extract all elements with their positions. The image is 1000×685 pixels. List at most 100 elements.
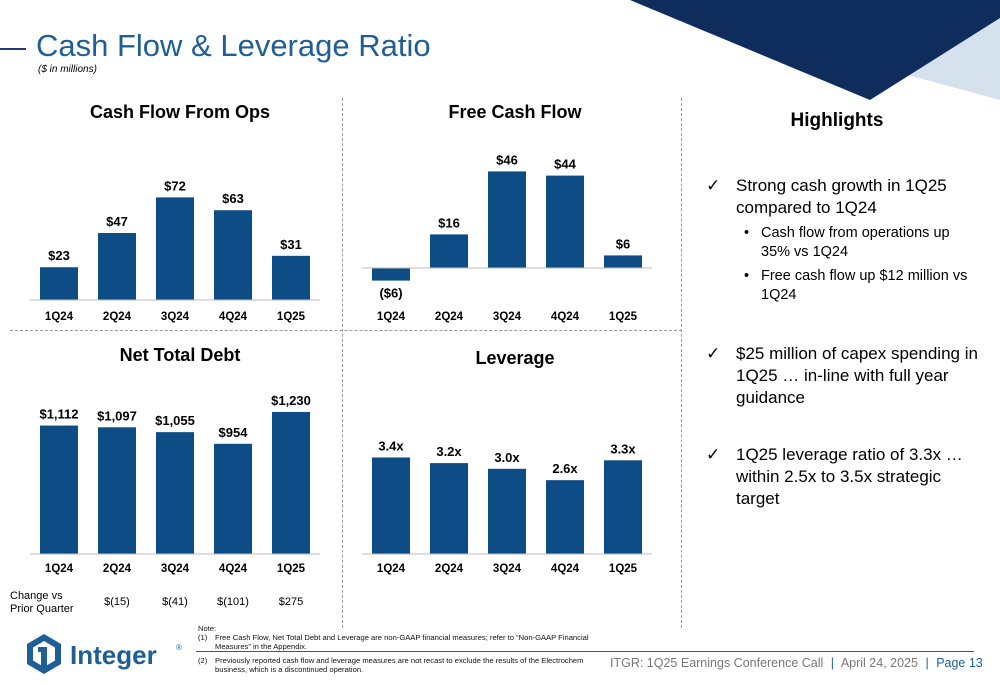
- title-accent-line: [0, 48, 26, 50]
- tick-label: 3Q24: [493, 563, 522, 575]
- data-label: 3.0x: [494, 450, 520, 465]
- tick-label: 1Q25: [609, 311, 638, 323]
- chart-title-debt: Net Total Debt: [119, 345, 241, 365]
- highlight-subitem-2: • Free cash flow up $12 million vs 1Q24: [744, 267, 969, 307]
- data-label: $1,055: [155, 413, 195, 428]
- tick-label: 4Q24: [219, 311, 248, 323]
- tick-label: 3Q24: [161, 311, 190, 323]
- tick-label: 4Q24: [551, 311, 580, 323]
- tick-label: 2Q24: [435, 311, 464, 323]
- integer-logo: Integer ®: [27, 634, 182, 674]
- data-label: $63: [222, 191, 244, 206]
- change-label-line2: Prior Quarter: [10, 603, 74, 615]
- data-label: $6: [616, 236, 630, 251]
- tick-label: 1Q25: [277, 311, 306, 323]
- bar-3q24: [488, 468, 526, 554]
- tick-label: 1Q24: [377, 311, 406, 323]
- bar-1q24: [372, 457, 410, 554]
- footer-rule: [196, 651, 974, 652]
- note-1: (1) Free Cash Flow, Net Total Debt and L…: [198, 633, 598, 651]
- bar-2q24: [98, 427, 136, 554]
- highlight-item-3-text: 1Q25 leverage ratio of 3.3x … within 2.5…: [736, 445, 963, 508]
- bar-3q24: [156, 197, 194, 300]
- data-label: $46: [496, 152, 518, 167]
- change-value-2q24: $(15): [104, 596, 130, 608]
- data-label: $72: [164, 178, 186, 193]
- corner-dark-triangle: [630, 0, 1000, 100]
- footer-event: ITGR: 1Q25 Earnings Conference Call: [610, 656, 824, 670]
- tick-label: 2Q24: [435, 563, 464, 575]
- change-label-line1: Change vs: [10, 590, 63, 602]
- tick-label: 1Q25: [609, 563, 638, 575]
- highlight-item-1-text: Strong cash growth in 1Q25 compared to 1…: [736, 176, 947, 217]
- chart-title-leverage: Leverage: [475, 348, 555, 368]
- data-label: $44: [554, 157, 576, 172]
- divider-horizontal: [10, 330, 682, 331]
- data-label: 2.6x: [552, 461, 578, 476]
- note-2-text: Previously reported cash flow and levera…: [215, 656, 584, 674]
- change-value-1q25: $275: [278, 596, 304, 608]
- footer-date: April 24, 2025: [840, 656, 918, 670]
- check-icon: ✓: [706, 445, 721, 464]
- tick-label: 2Q24: [103, 563, 132, 575]
- note-2: (2) Previously reported cash flow and le…: [198, 656, 598, 674]
- tick-label: 1Q24: [45, 563, 74, 575]
- data-label: $47: [106, 214, 128, 229]
- note-1-text: Free Cash Flow, Net Total Debt and Lever…: [215, 633, 589, 651]
- check-icon: ✓: [706, 344, 721, 363]
- data-label: 3.2x: [436, 444, 462, 459]
- change-value-4q24: $(101): [217, 596, 249, 608]
- tick-label: 1Q24: [377, 563, 406, 575]
- bullet-icon: •: [744, 268, 750, 284]
- highlight-item-3: ✓ 1Q25 leverage ratio of 3.3x … within 2…: [706, 444, 991, 514]
- data-label: $1,097: [97, 408, 137, 423]
- data-label: 3.4x: [378, 438, 404, 453]
- logo-registered-mark: ®: [176, 643, 182, 652]
- highlight-subitem-1: • Cash flow from operations up 35% vs 1Q…: [744, 224, 969, 264]
- bar-2q24: [430, 234, 468, 268]
- change-value-3q24: $(41): [162, 596, 188, 608]
- data-label: $1,112: [39, 407, 78, 422]
- bar-1q25: [604, 255, 642, 268]
- data-label: $16: [438, 215, 460, 230]
- chart-title-fcf: Free Cash Flow: [448, 102, 582, 122]
- bar-4q24: [214, 443, 252, 554]
- page-subtitle: ($ in millions): [38, 64, 97, 75]
- free-cash-flow-chart: ($6) 1Q24 $16 2Q24 $46 3Q24 $44 4Q24 $6 1Q25: [362, 152, 652, 323]
- tick-label: 2Q24: [103, 311, 132, 323]
- bar-2q24: [430, 463, 468, 554]
- tick-label: 1Q25: [277, 563, 306, 575]
- change-vs-prior-label: Change vs Prior Quarter: [10, 590, 74, 616]
- note-heading: Note:: [198, 624, 217, 633]
- bar-1q25: [272, 411, 310, 554]
- check-icon: ✓: [706, 176, 721, 195]
- note-1-number: (1): [198, 633, 208, 642]
- note-2-number: (2): [198, 656, 208, 665]
- bar-4q24: [546, 175, 584, 268]
- bar-4q24: [214, 210, 252, 300]
- highlight-subitem-1-text: Cash flow from operations up 35% vs 1Q24: [761, 225, 950, 260]
- highlight-item-2-text: $25 million of capex spending in 1Q25 … …: [736, 344, 978, 407]
- cash-flow-from-ops-chart: $23 1Q24 $47 2Q24 $72 3Q24 $63 4Q24 $31 1Q25: [30, 178, 320, 323]
- tick-label: 1Q24: [45, 311, 74, 323]
- bar-2q24: [98, 233, 136, 300]
- highlight-subitem-2-text: Free cash flow up $12 million vs 1Q24: [761, 268, 968, 303]
- leverage-chart: 3.4x 1Q24 3.2x 2Q24 3.0x 3Q24 2.6x 4Q24 3.3x 1Q25: [362, 438, 652, 575]
- highlights-title: Highlights: [790, 110, 884, 131]
- data-label: $31: [280, 237, 302, 252]
- integer-logo-icon: [27, 634, 61, 674]
- tick-label: 3Q24: [161, 563, 190, 575]
- net-total-debt-chart: $1,112 1Q24 $1,097 2Q24 $1,055 3Q24 $954 4Q24 $1…: [30, 393, 320, 575]
- data-label: $1,230: [271, 393, 311, 408]
- bar-1q24: [40, 425, 78, 554]
- highlight-item-2: ✓ $25 million of capex spending in 1Q25 …: [706, 343, 991, 413]
- corner-decoration: [630, 0, 1000, 100]
- bar-3q24: [488, 171, 526, 268]
- footer: ITGR: 1Q25 Earnings Conference Call | Ap…: [610, 656, 983, 670]
- bar-3q24: [156, 432, 194, 554]
- chart-title-cfo: Cash Flow From Ops: [89, 102, 271, 122]
- divider-vertical-charts: [342, 98, 343, 628]
- data-label: 3.3x: [610, 441, 636, 456]
- bar-1q25: [272, 255, 310, 300]
- footer-separator: |: [830, 656, 835, 670]
